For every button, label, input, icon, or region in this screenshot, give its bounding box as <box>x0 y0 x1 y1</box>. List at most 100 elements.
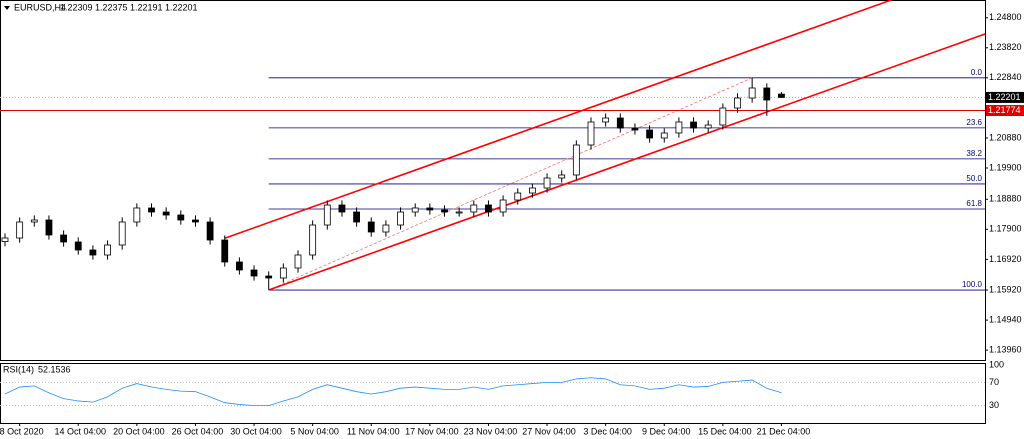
x-tick-label: 17 Nov 04:00 <box>405 426 459 436</box>
fib-label: 23.6 <box>966 118 982 127</box>
candle-body <box>221 239 229 263</box>
fib-diagonal <box>268 77 753 291</box>
candle-body <box>30 219 38 223</box>
x-tick-label: 15 Dec 04:00 <box>698 426 752 436</box>
rsi-tick-label: 30 <box>989 400 999 410</box>
candle-body <box>60 234 67 243</box>
x-tick-label: 3 Dec 04:00 <box>583 426 632 436</box>
candle-body <box>133 207 141 223</box>
candle-body <box>675 121 683 134</box>
rsi-value: 52.1536 <box>38 364 71 374</box>
candle-body <box>309 224 317 256</box>
candle-body <box>338 204 346 213</box>
candle-body <box>719 107 727 126</box>
x-tick-label: 30 Oct 04:00 <box>230 426 282 436</box>
candle-body <box>411 207 419 213</box>
candle-body <box>543 177 551 189</box>
y-tick-label: 1.15920 <box>989 284 1022 294</box>
candle-body <box>206 221 214 241</box>
rsi-name: RSI(14) <box>3 364 34 374</box>
hline-price-label: 1.21774 <box>988 105 1021 115</box>
candle-body <box>441 209 448 213</box>
candle-body <box>279 267 287 279</box>
candle-body <box>162 211 170 216</box>
candle-body <box>148 207 155 213</box>
y-tick-label: 1.16920 <box>989 254 1022 264</box>
rsi-tick-label: 70 <box>989 377 999 387</box>
channel-lower <box>268 33 986 291</box>
fib-label: 50.0 <box>966 174 982 183</box>
candle-body <box>177 214 185 221</box>
menu-icon[interactable] <box>4 6 10 10</box>
rsi-line <box>4 377 782 406</box>
symbol: EURUSD,H4 <box>14 2 66 12</box>
candle-body <box>690 121 697 129</box>
candle-body <box>470 204 478 213</box>
candle-body <box>397 211 404 226</box>
candle-body <box>118 221 126 246</box>
x-tick-label: 21 Dec 04:00 <box>757 426 811 436</box>
y-tick-label: 1.20880 <box>989 132 1022 142</box>
header-ohlc: 1.22191 <box>130 2 163 12</box>
candle-body <box>235 261 243 271</box>
candle-body <box>382 224 390 233</box>
x-tick-label: 11 Nov 04:00 <box>347 426 400 436</box>
candle-body <box>455 211 463 214</box>
candle-body <box>89 249 97 256</box>
candle-body <box>265 275 273 279</box>
candle-body <box>323 204 331 226</box>
y-tick-label: 1.19900 <box>989 162 1022 172</box>
x-tick-label: 23 Nov 04:00 <box>464 426 518 436</box>
y-tick-label: 1.14940 <box>989 314 1022 324</box>
rsi-panel <box>0 363 986 424</box>
candle-body <box>734 97 741 109</box>
channel-upper <box>224 0 892 240</box>
candle-body <box>778 93 785 98</box>
x-tick-label: 27 Nov 04:00 <box>522 426 576 436</box>
x-tick-label: 20 Oct 04:00 <box>113 426 165 436</box>
candle-body <box>74 241 82 251</box>
candle-body <box>192 219 199 223</box>
candle-body <box>748 87 756 99</box>
candle-body <box>16 221 24 239</box>
x-tick-label: 9 Dec 04:00 <box>642 426 691 436</box>
y-tick-label: 1.24800 <box>989 12 1022 22</box>
fib-label: 61.8 <box>966 199 982 208</box>
candle-body <box>631 127 639 131</box>
candle-body <box>660 132 668 139</box>
x-tick-label: 5 Nov 04:00 <box>290 426 339 436</box>
y-tick-label: 1.17900 <box>989 224 1022 234</box>
x-tick-label: 8 Oct 2020 <box>0 426 44 436</box>
candle-body <box>646 129 653 139</box>
fib-label: 0.0 <box>971 68 983 77</box>
y-tick-label: 1.22840 <box>989 72 1022 82</box>
price-panel <box>0 0 986 361</box>
candle-body <box>353 211 361 223</box>
hline-price-label-box <box>986 105 1024 117</box>
candle-body <box>704 124 712 129</box>
y-tick-label: 1.18880 <box>989 194 1022 204</box>
candle-body <box>529 187 536 194</box>
fib-label: 100.0 <box>962 280 983 289</box>
candle-body <box>514 192 522 201</box>
candle-body <box>426 207 434 211</box>
y-tick-label: 1.23820 <box>989 42 1022 52</box>
candle-body <box>367 221 375 233</box>
candle-body <box>1 237 9 242</box>
candle-body <box>485 204 492 213</box>
candle-body <box>104 244 111 256</box>
candle-body <box>587 121 595 146</box>
candle-body <box>45 219 53 236</box>
candle-body <box>558 174 566 179</box>
fib-label: 38.2 <box>966 149 982 158</box>
header-ohlc: 1.22375 <box>95 2 128 12</box>
current-price-label-box <box>986 91 1024 103</box>
x-tick-label: 26 Oct 04:00 <box>172 426 224 436</box>
candle-body <box>294 254 302 269</box>
candle-body <box>616 117 624 129</box>
header-ohlc: 1.22309 <box>60 2 93 12</box>
current-price-label: 1.22201 <box>988 92 1021 102</box>
candle-body <box>763 87 771 101</box>
y-tick-label: 1.13960 <box>989 345 1022 355</box>
